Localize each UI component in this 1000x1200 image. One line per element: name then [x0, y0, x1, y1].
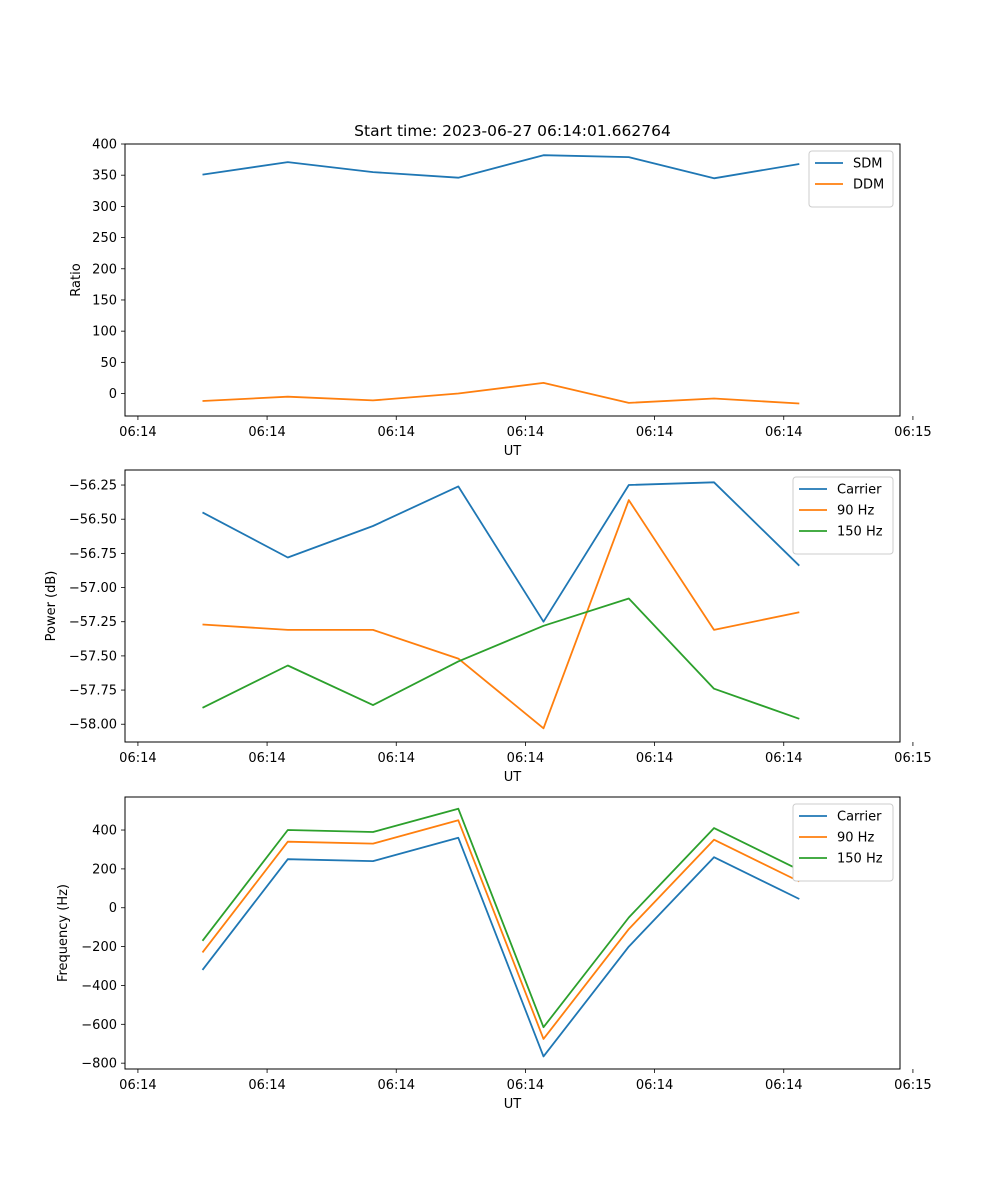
x-tick-label: 06:14 — [378, 425, 415, 440]
x-tick-label: 06:14 — [378, 751, 415, 766]
y-tick-label: 50 — [100, 356, 117, 371]
y-tick-label: 200 — [92, 862, 117, 877]
x-tick-label: 06:15 — [894, 425, 931, 440]
x-tick-label: 06:14 — [507, 751, 544, 766]
x-tick-label: 06:14 — [378, 1078, 415, 1093]
legend-label: SDM — [853, 157, 882, 172]
x-tick-label: 06:14 — [119, 751, 156, 766]
y-tick-label: 0 — [109, 901, 117, 916]
legend-label: Carrier — [837, 483, 882, 498]
y-tick-label: −57.00 — [69, 581, 117, 596]
legend-box — [792, 476, 894, 555]
x-tick-label: 06:14 — [636, 751, 673, 766]
y-tick-label: −57.50 — [69, 649, 117, 664]
y-tick-label: 350 — [92, 169, 117, 184]
y-axis-label: Power (dB) — [44, 571, 59, 642]
legend: Carrier 90 Hz 150 Hz — [792, 476, 894, 555]
series-line-carrier — [202, 481, 800, 623]
x-tick-label: 06:14 — [248, 751, 285, 766]
x-tick-label: 06:14 — [248, 425, 285, 440]
series-line-150-hz — [202, 597, 800, 720]
subplot-3: 06:14 06:14 06:14 06:14 06:14 06:14 06:15 −800 −… — [56, 796, 932, 1112]
legend-box — [792, 803, 894, 882]
series-line-carrier — [201, 836, 800, 1058]
x-tick-label: 06:14 — [507, 1078, 544, 1093]
y-tick-label: −56.50 — [69, 513, 117, 528]
x-tick-label: 06:15 — [894, 751, 931, 766]
x-tick-label: 06:14 — [765, 425, 802, 440]
legend-label: 90 Hz — [837, 831, 874, 846]
legend-label: DDM — [853, 178, 884, 193]
y-tick-label: −57.25 — [69, 615, 117, 630]
y-tick-label: 250 — [92, 231, 117, 246]
x-axis-label: UT — [504, 1097, 522, 1112]
legend-label: 150 Hz — [837, 852, 883, 867]
y-tick-label: −600 — [81, 1018, 117, 1033]
y-tick-label: 100 — [92, 325, 117, 340]
legend: Carrier 90 Hz 150 Hz — [792, 803, 894, 882]
y-tick-label: −200 — [81, 940, 117, 955]
legend: SDM DDM — [808, 150, 894, 208]
y-tick-label: 150 — [92, 293, 117, 308]
y-tick-label: −58.00 — [69, 718, 117, 733]
y-tick-label: 300 — [92, 200, 117, 215]
series-line-sdm — [202, 154, 800, 180]
y-axis-label: Frequency (Hz) — [56, 884, 71, 982]
x-tick-label: 06:14 — [507, 425, 544, 440]
series-line-150-hz — [201, 807, 800, 1029]
legend-label: 90 Hz — [837, 504, 874, 519]
y-tick-label: −400 — [81, 979, 117, 994]
x-tick-label: 06:14 — [119, 1078, 156, 1093]
y-tick-label: −800 — [81, 1057, 117, 1072]
y-tick-label: −56.25 — [69, 479, 117, 494]
x-axis-label: UT — [504, 770, 522, 785]
axes-frame — [124, 796, 901, 1070]
x-tick-label: 06:14 — [636, 425, 673, 440]
axes-frame — [124, 469, 901, 743]
series-line-ddm — [202, 381, 800, 405]
x-tick-label: 06:14 — [765, 751, 802, 766]
y-tick-label: −57.75 — [69, 684, 117, 699]
series-line-90-hz — [202, 499, 800, 730]
chart-title: Start time: 2023-06-27 06:14:01.662764 — [354, 122, 671, 140]
y-tick-label: 400 — [92, 824, 117, 839]
series-line-90-hz — [201, 819, 800, 1040]
legend-label: Carrier — [837, 810, 882, 825]
axes-frame — [124, 143, 901, 417]
x-axis-label: UT — [504, 444, 522, 459]
legend-label: 150 Hz — [837, 525, 883, 540]
x-tick-label: 06:14 — [248, 1078, 285, 1093]
subplot-1: 06:14 06:14 06:14 06:14 06:14 06:14 06:15 0 50 10… — [69, 122, 932, 459]
y-tick-label: −56.75 — [69, 547, 117, 562]
y-axis-label: Ratio — [69, 263, 84, 296]
y-tick-label: 400 — [92, 138, 117, 153]
x-tick-label: 06:15 — [894, 1078, 931, 1093]
legend-box — [808, 150, 894, 208]
subplot-2: 06:14 06:14 06:14 06:14 06:14 06:14 06:15 −58.0… — [44, 469, 932, 785]
x-tick-label: 06:14 — [765, 1078, 802, 1093]
y-tick-label: 200 — [92, 262, 117, 277]
y-tick-label: 0 — [109, 387, 117, 402]
x-tick-label: 06:14 — [119, 425, 156, 440]
x-tick-label: 06:14 — [636, 1078, 673, 1093]
